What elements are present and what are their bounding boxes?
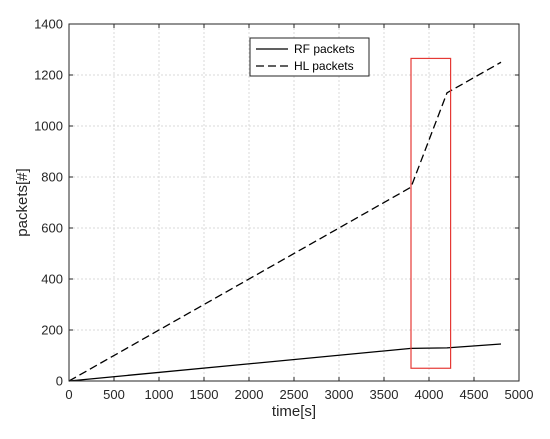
y-tick-label: 1000 [34,119,63,134]
series-line-hl-packets [68,61,502,382]
y-tick-label: 600 [41,221,63,236]
y-axis-tick-labels: 0 200 400 600 800 1000 1200 1400 [34,17,63,389]
annotation-layer [410,57,452,369]
x-tick-label: 4000 [415,387,444,402]
x-tick-label: 2500 [280,387,309,402]
legend-box [249,37,370,77]
y-tick-label: 1200 [34,68,63,83]
x-tick-label: 3500 [370,387,399,402]
x-tick-label: 1500 [190,387,219,402]
y-axis-label: packets[#] [14,168,31,236]
legend-label-rf-packets: RF packets [294,42,355,56]
grid [69,24,519,381]
x-tick-label: 2000 [235,387,264,402]
y-tick-label: 800 [41,170,63,185]
axis-ticks [68,23,520,382]
legend: RF packets HL packets [249,37,370,77]
series-line-rf-packets [68,343,502,382]
x-tick-label: 4500 [460,387,489,402]
y-tick-label: 0 [56,374,63,389]
series-layer [68,61,502,382]
x-tick-label: 500 [103,387,125,402]
x-tick-label: 0 [65,387,72,402]
x-tick-label: 5000 [505,387,534,402]
x-tick-label: 3000 [325,387,354,402]
x-axis-tick-labels: 0 500 1000 1500 2000 2500 3000 3500 4000 4500 5000 [65,387,533,402]
y-tick-label: 400 [41,272,63,287]
x-tick-label: 1000 [145,387,174,402]
x-axis-label: time[s] [272,403,316,420]
highlight-rectangle [410,57,452,369]
y-tick-label: 200 [41,323,63,338]
legend-label-hl-packets: HL packets [294,59,354,73]
y-tick-label: 1400 [34,17,63,32]
